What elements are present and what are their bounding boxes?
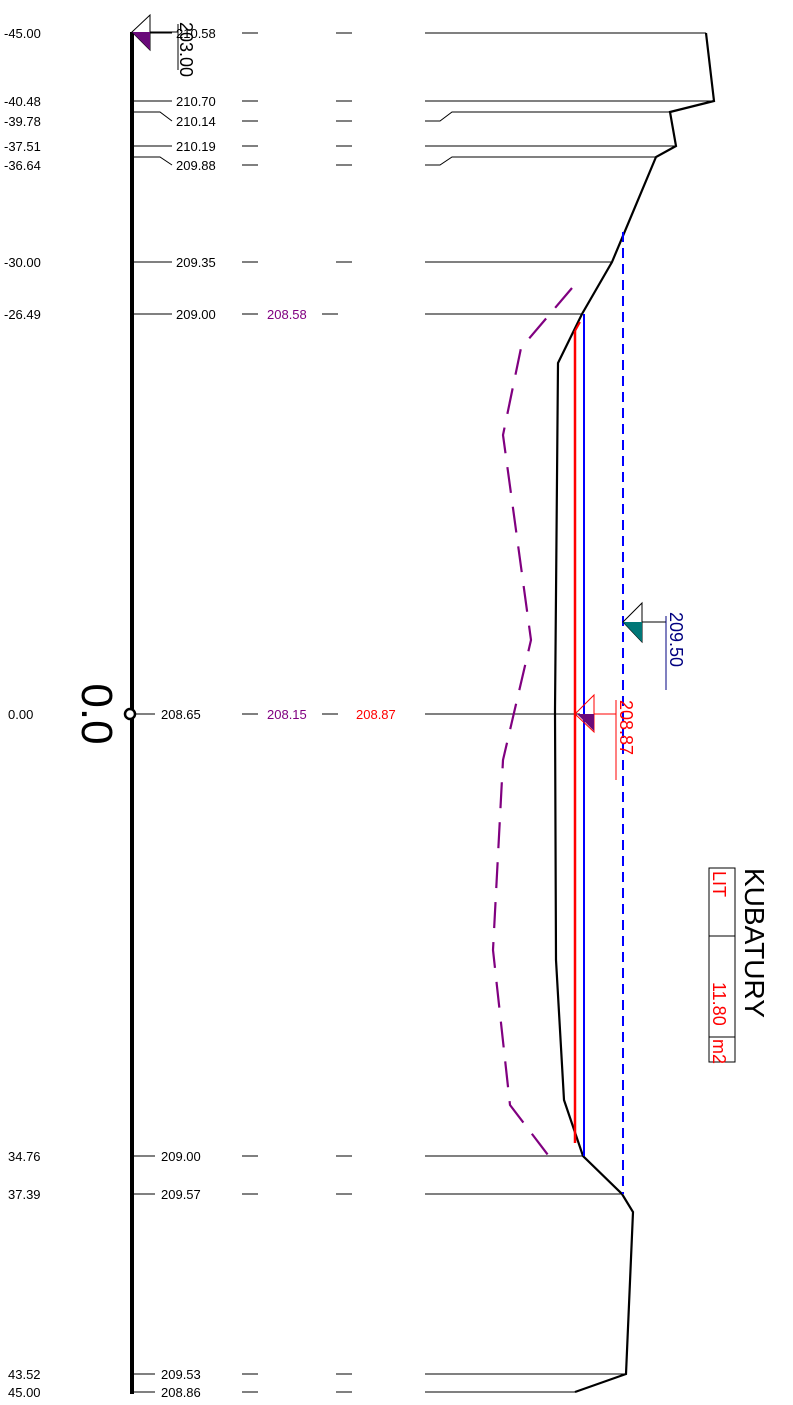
drawing-stroke (132, 111, 173, 122)
station-label: 0.00 (8, 707, 33, 722)
station-label: -30.00 (4, 255, 41, 270)
drawing-stroke (132, 156, 173, 166)
terrain-elevation: 209.00 (176, 307, 216, 322)
design-elevation: 208.58 (267, 307, 307, 322)
station-label: -36.64 (4, 158, 41, 173)
drawing-stroke (574, 321, 581, 332)
station-rows: -45.00 210.58 -40.48 210.70 -39.78 210.1… (4, 26, 714, 1400)
drawing-stroke (623, 622, 642, 642)
terrain-elevation: 208.86 (161, 1385, 201, 1400)
drawing-stroke (425, 111, 670, 122)
terrain-profile-line (553, 32, 716, 1394)
terrain-elevation: 209.57 (161, 1187, 201, 1202)
terrain-elevation: 210.70 (176, 94, 216, 109)
station-label: -45.00 (4, 26, 41, 41)
design-elevation: 208.15 (267, 707, 307, 722)
terrain-elevation: 210.14 (176, 114, 216, 129)
station-label: -40.48 (4, 94, 41, 109)
water-elevation: 208.87 (356, 707, 396, 722)
section-marker-circle (123, 707, 137, 721)
station-label: 45.00 (8, 1385, 41, 1400)
kubatury-unit: m2 (709, 1039, 729, 1064)
station-label: -39.78 (4, 114, 41, 129)
terrain-elevation: 208.65 (161, 707, 201, 722)
blue-level-label: 209.50 (666, 612, 686, 667)
station-label: -26.49 (4, 307, 41, 322)
drawing-stroke (425, 156, 656, 166)
red-level-label: 208.87 (616, 700, 636, 755)
drawing-stroke (577, 714, 594, 731)
drawing-stroke (708, 867, 736, 1063)
station-label: 37.39 (8, 1187, 41, 1202)
kubatury-row-label: LIT (709, 871, 729, 897)
terrain-elevation: 209.35 (176, 255, 216, 270)
terrain-elevation: 209.53 (161, 1367, 201, 1382)
drawing-stroke (132, 32, 150, 50)
kubatury-table: KUBATURY LIT 11.80 m2 (708, 867, 770, 1064)
station-label: 34.76 (8, 1149, 41, 1164)
datum-label: 203.00 (176, 22, 196, 77)
kubatury-title: KUBATURY (739, 868, 770, 1018)
design-profile-line (491, 287, 573, 1156)
station-label: 43.52 (8, 1367, 41, 1382)
terrain-elevation: 210.19 (176, 139, 216, 154)
station-label: -37.51 (4, 139, 41, 154)
section-label: 0.0 (72, 683, 121, 744)
terrain-elevation: 209.00 (161, 1149, 201, 1164)
terrain-elevation: 210.58 (176, 26, 216, 41)
kubatury-value: 11.80 (709, 982, 729, 1026)
terrain-elevation: 209.88 (176, 158, 216, 173)
